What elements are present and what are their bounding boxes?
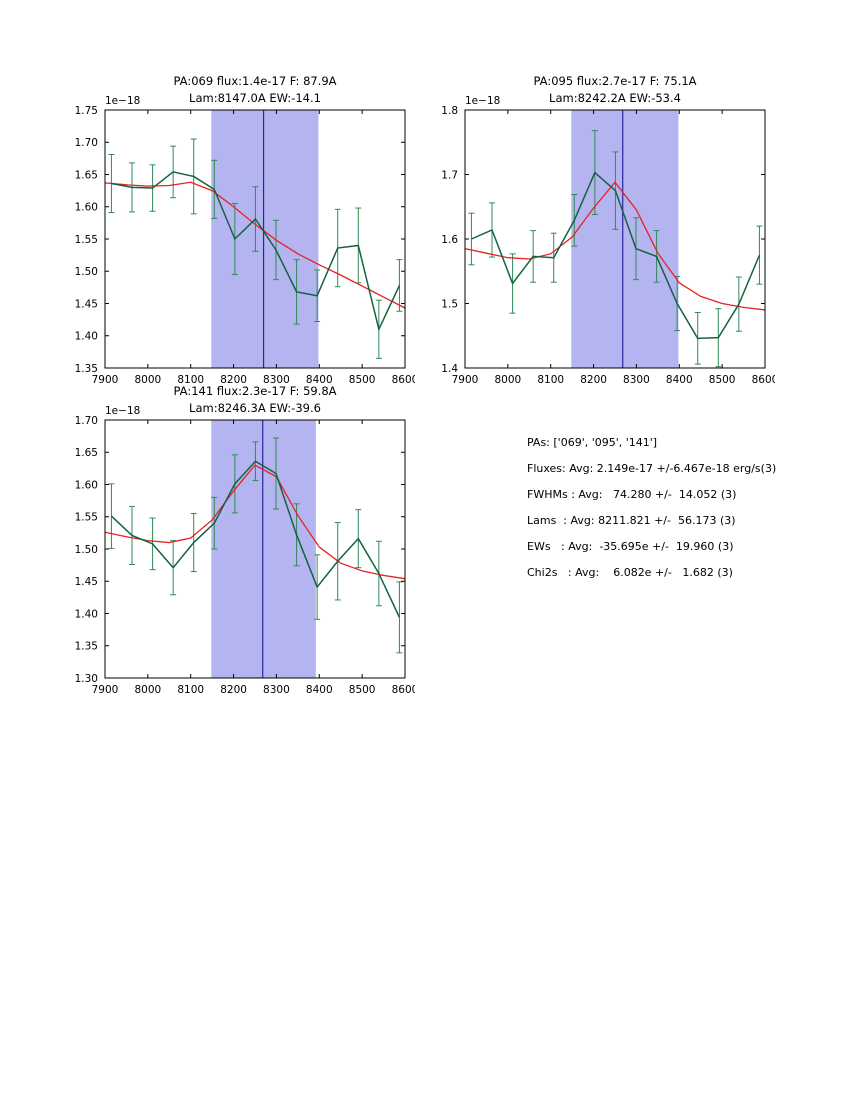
- svg-text:1.60: 1.60: [75, 202, 98, 214]
- svg-text:1.8: 1.8: [441, 105, 458, 117]
- spectrum-plot-pa141: 7900 8000 8100 8200 8300 8400 8500 8600 1.30 1.35…: [45, 382, 415, 712]
- svg-text:8500: 8500: [709, 374, 736, 386]
- stats-line-lams: Lams : Avg: 8211.821 +/- 56.173 (3): [527, 514, 736, 527]
- svg-text:1.60: 1.60: [75, 479, 98, 491]
- svg-text:8200: 8200: [580, 374, 607, 386]
- svg-text:1.65: 1.65: [75, 447, 98, 459]
- svg-text:1.35: 1.35: [75, 641, 98, 653]
- plot-title-line2: Lam:8147.0A EW:-14.1: [189, 90, 321, 105]
- stats-line-fwhms: FWHMs : Avg: 74.280 +/- 14.052 (3): [527, 488, 737, 501]
- stats-line-fluxes: Fluxes: Avg: 2.149e-17 +/-6.467e-18 erg/…: [527, 462, 777, 475]
- svg-text:1e−18: 1e−18: [105, 405, 140, 417]
- spectrum-plot-pa069: 7900 8000 8100 8200 8300 8400 8500 8600 1.35 1.40…: [45, 72, 415, 402]
- svg-text:1.70: 1.70: [75, 415, 98, 427]
- spectrum-plot-pa095: 7900 8000 8100 8200 8300 8400 8500 8600 1.4 1.5 1.…: [405, 72, 775, 402]
- plot-area-pa095: 7900 8000 8100 8200 8300 8400 8500 8600 1.4 1.5 1.…: [441, 95, 775, 386]
- svg-text:1.55: 1.55: [75, 512, 98, 524]
- svg-text:1e−18: 1e−18: [105, 95, 140, 107]
- plot-title-line2: Lam:8242.2A EW:-53.4: [549, 90, 681, 105]
- svg-text:1.4: 1.4: [441, 363, 458, 375]
- svg-text:1.45: 1.45: [75, 298, 98, 310]
- svg-text:1.40: 1.40: [75, 608, 98, 620]
- svg-text:8000: 8000: [134, 684, 161, 696]
- plot-title-pa069: PA:069 flux:1.4e-17 F: 87.9A Lam:8147.0A…: [105, 73, 405, 106]
- svg-text:8400: 8400: [306, 684, 333, 696]
- svg-text:8300: 8300: [623, 374, 650, 386]
- svg-text:8600: 8600: [392, 684, 415, 696]
- stats-line-ews: EWs : Avg: -35.695e +/- 19.960 (3): [527, 540, 734, 553]
- svg-text:8100: 8100: [537, 374, 564, 386]
- svg-text:1.70: 1.70: [75, 137, 98, 149]
- svg-text:8100: 8100: [177, 684, 204, 696]
- svg-text:8500: 8500: [349, 684, 376, 696]
- svg-text:8400: 8400: [666, 374, 693, 386]
- svg-text:8400: 8400: [306, 374, 333, 386]
- svg-text:1.7: 1.7: [441, 169, 458, 181]
- svg-text:8300: 8300: [263, 684, 290, 696]
- summary-stats-block: PAs: ['069', '095', '141'] Fluxes: Avg: …: [527, 430, 776, 586]
- plot-title-line1: PA:141 flux:2.3e-17 F: 59.8A: [173, 384, 337, 398]
- plot-area-pa069: 7900 8000 8100 8200 8300 8400 8500 8600 1.35 1.40…: [75, 95, 415, 386]
- svg-text:8200: 8200: [220, 374, 247, 386]
- svg-text:1.35: 1.35: [75, 363, 98, 375]
- plot-title-line1: PA:069 flux:1.4e-17 F: 87.9A: [173, 74, 337, 88]
- svg-text:1.65: 1.65: [75, 169, 98, 181]
- stats-line-pas: PAs: ['069', '095', '141']: [527, 436, 658, 449]
- svg-text:8100: 8100: [177, 374, 204, 386]
- svg-text:8600: 8600: [392, 374, 415, 386]
- svg-text:1.40: 1.40: [75, 331, 98, 343]
- svg-text:1.6: 1.6: [441, 234, 458, 246]
- svg-text:1.55: 1.55: [75, 234, 98, 246]
- plot-title-line1: PA:095 flux:2.7e-17 F: 75.1A: [533, 74, 697, 88]
- svg-text:1.30: 1.30: [75, 673, 98, 685]
- plot-area-pa141: 7900 8000 8100 8200 8300 8400 8500 8600 1.30 1.35…: [75, 405, 415, 696]
- svg-text:1.75: 1.75: [75, 105, 98, 117]
- svg-text:8600: 8600: [752, 374, 775, 386]
- svg-text:1e−18: 1e−18: [465, 95, 500, 107]
- svg-text:8200: 8200: [220, 684, 247, 696]
- plot-title-pa095: PA:095 flux:2.7e-17 F: 75.1A Lam:8242.2A…: [465, 73, 765, 106]
- svg-text:1.45: 1.45: [75, 576, 98, 588]
- plot-title-pa141: PA:141 flux:2.3e-17 F: 59.8A Lam:8246.3A…: [105, 383, 405, 416]
- svg-text:1.50: 1.50: [75, 266, 98, 278]
- svg-text:7900: 7900: [452, 374, 479, 386]
- svg-text:8000: 8000: [494, 374, 521, 386]
- svg-text:7900: 7900: [92, 374, 119, 386]
- svg-text:7900: 7900: [92, 684, 119, 696]
- svg-text:1.50: 1.50: [75, 544, 98, 556]
- svg-text:8300: 8300: [263, 374, 290, 386]
- svg-text:1.5: 1.5: [441, 298, 458, 310]
- svg-text:8500: 8500: [349, 374, 376, 386]
- stats-line-chi2s: Chi2s : Avg: 6.082e +/- 1.682 (3): [527, 566, 733, 579]
- plot-title-line2: Lam:8246.3A EW:-39.6: [189, 400, 321, 415]
- svg-text:8000: 8000: [134, 374, 161, 386]
